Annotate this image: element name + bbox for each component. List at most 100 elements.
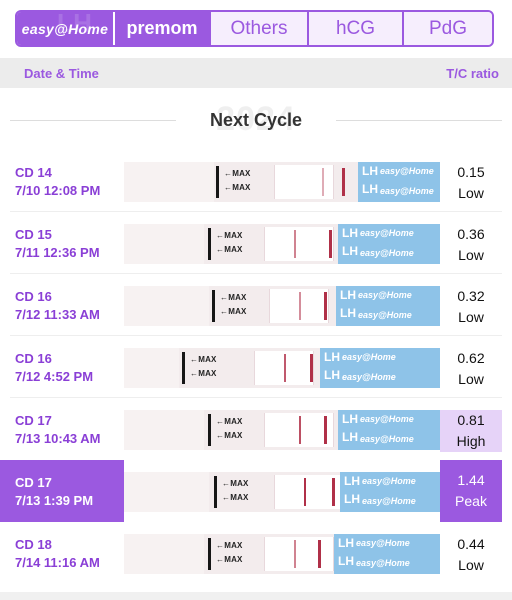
row-date: CD 18 7/14 11:16 AM — [15, 536, 100, 572]
control-line — [329, 230, 332, 258]
test-strip-photo[interactable]: ←MAX ←MAX LH easy@Home LH easy@Home — [124, 162, 440, 202]
test-strip-photo[interactable]: ←MAX ←MAX LH easy@Home LH easy@Home — [124, 348, 440, 388]
brand-label: easy@Home — [362, 476, 416, 486]
lh-label: LH — [342, 226, 358, 240]
strip-handle — [124, 472, 209, 512]
cycle-day: CD 14 — [15, 165, 52, 180]
tc-ratio-value: 0.81 — [457, 412, 485, 428]
brand-label: easy@Home — [360, 248, 414, 258]
lh-label: LH — [342, 430, 358, 444]
cycle-day: CD 16 — [15, 351, 52, 366]
strip-max-line — [208, 228, 211, 260]
brand-label: easy@Home — [380, 186, 434, 196]
selected-highlight — [0, 460, 124, 522]
control-line — [332, 478, 335, 506]
tc-ratio-value: 0.44 — [457, 536, 485, 552]
tab-hcg[interactable]: hCG — [307, 12, 402, 45]
divider-right — [336, 120, 502, 121]
brand-label: easy@Home — [360, 228, 414, 238]
brand-label: easy@Home — [356, 538, 410, 548]
test-row[interactable]: CD 15 7/11 12:36 PM ←MAX ←MAX LH easy@Home LH e… — [0, 212, 512, 274]
max-label: ←MAX — [216, 541, 243, 550]
brand-label: easy@Home — [358, 290, 412, 300]
test-line — [294, 230, 296, 258]
test-strip-photo[interactable]: ←MAX ←MAX LH easy@Home LH easy@Home — [124, 224, 440, 264]
bottom-edge — [0, 592, 512, 600]
strip-handle — [124, 224, 204, 264]
lh-label: LH — [342, 412, 358, 426]
tc-ratio-value: 0.32 — [457, 288, 485, 304]
tc-ratio-cell: 0.44 Low — [440, 534, 502, 576]
result-window — [274, 475, 349, 509]
cycle-section-header: 2024 Next Cycle — [0, 100, 512, 142]
test-line — [299, 416, 301, 444]
tc-ratio-value: 0.15 — [457, 164, 485, 180]
tc-ratio-cell: 1.44 Peak — [440, 460, 502, 522]
lh-label: LH — [344, 492, 360, 506]
divider-left — [10, 120, 176, 121]
tc-ratio-value: 1.44 — [457, 472, 485, 488]
test-strip-photo[interactable]: ←MAX ←MAX LH easy@Home LH easy@Home — [124, 410, 440, 450]
test-datetime: 7/13 10:43 AM — [15, 431, 101, 446]
test-strip-photo[interactable]: ←MAX ←MAX LH easy@Home LH easy@Home — [124, 286, 440, 326]
row-divider — [10, 335, 502, 336]
cycle-day: CD 15 — [15, 227, 52, 242]
tc-ratio-cell: 0.81 High — [440, 410, 502, 452]
test-row[interactable]: CD 18 7/14 11:16 AM ←MAX ←MAX LH easy@Home LH e… — [0, 522, 512, 584]
max-label: ←MAX — [222, 493, 249, 502]
tc-ratio-cell: 0.32 Low — [440, 286, 502, 328]
row-divider — [10, 273, 502, 274]
lh-level: Peak — [455, 493, 487, 509]
tab-others[interactable]: Others — [209, 12, 307, 45]
cycle-day: CD 18 — [15, 537, 52, 552]
lh-label: LH — [338, 554, 354, 568]
test-row[interactable]: CD 14 7/10 12:08 PM ←MAX ←MAX LH easy@Home LH e… — [0, 150, 512, 212]
test-datetime: 7/11 12:36 PM — [15, 245, 100, 260]
test-strip-photo[interactable]: ←MAX ←MAX LH easy@Home LH easy@Home — [124, 534, 440, 574]
brand-label: easy@Home — [342, 372, 396, 382]
control-line — [324, 416, 327, 444]
tab-pdg[interactable]: PdG — [402, 12, 492, 45]
test-strip-photo[interactable]: ←MAX ←MAX LH easy@Home LH easy@Home — [124, 472, 440, 512]
strip-handle — [124, 348, 179, 388]
result-window — [274, 165, 334, 199]
test-row[interactable]: CD 17 7/13 10:43 AM ←MAX ←MAX LH easy@Home LH e… — [0, 398, 512, 460]
tab-premom[interactable]: premom — [113, 12, 209, 45]
control-line — [318, 540, 321, 568]
strip-max-line — [182, 352, 185, 384]
result-window — [264, 537, 334, 571]
tab-premom-label: premom — [126, 18, 198, 38]
test-datetime: 7/12 4:52 PM — [15, 369, 94, 384]
test-datetime: 7/10 12:08 PM — [15, 183, 101, 198]
column-tc-ratio[interactable]: T/C ratio — [446, 65, 499, 81]
test-line — [322, 168, 324, 196]
max-label: ←MAX — [224, 183, 251, 192]
test-line — [294, 540, 296, 568]
test-datetime: 7/14 11:16 AM — [15, 555, 100, 570]
strip-handle — [124, 286, 209, 326]
tc-ratio-cell: 0.15 Low — [440, 162, 502, 204]
lh-level: Low — [458, 557, 484, 573]
strip-max-line — [208, 538, 211, 570]
max-label: ←MAX — [220, 307, 247, 316]
test-row[interactable]: CD 16 7/12 4:52 PM ←MAX ←MAX LH easy@Home LH ea… — [0, 336, 512, 398]
lh-label: LH — [324, 368, 340, 382]
cycle-day: CD 17 — [15, 475, 52, 490]
lh-level: Low — [458, 309, 484, 325]
strip-brand-area: LH easy@Home LH easy@Home — [338, 410, 440, 450]
max-label: ←MAX — [220, 293, 247, 302]
row-date: CD 16 7/12 11:33 AM — [15, 288, 100, 324]
tab-easy-home[interactable]: LH easy@Home — [17, 12, 113, 45]
max-label: ←MAX — [216, 231, 243, 240]
test-row[interactable]: CD 16 7/12 11:33 AM ←MAX ←MAX LH easy@Home LH e… — [0, 274, 512, 336]
tc-ratio-cell: 0.62 Low — [440, 348, 502, 390]
row-date: CD 14 7/10 12:08 PM — [15, 164, 100, 200]
tab-easy-home-label: easy@Home — [21, 20, 109, 37]
column-date-time[interactable]: Date & Time — [24, 65, 99, 81]
test-row[interactable]: CD 17 7/13 1:39 PM ←MAX ←MAX LH easy@Home LH ea… — [0, 460, 512, 522]
test-datetime: 7/13 1:39 PM — [15, 493, 94, 508]
strip-max-line — [216, 166, 219, 198]
max-label: ←MAX — [216, 417, 243, 426]
strip-handle — [124, 410, 204, 450]
section-year-watermark: 2024 — [216, 100, 296, 138]
